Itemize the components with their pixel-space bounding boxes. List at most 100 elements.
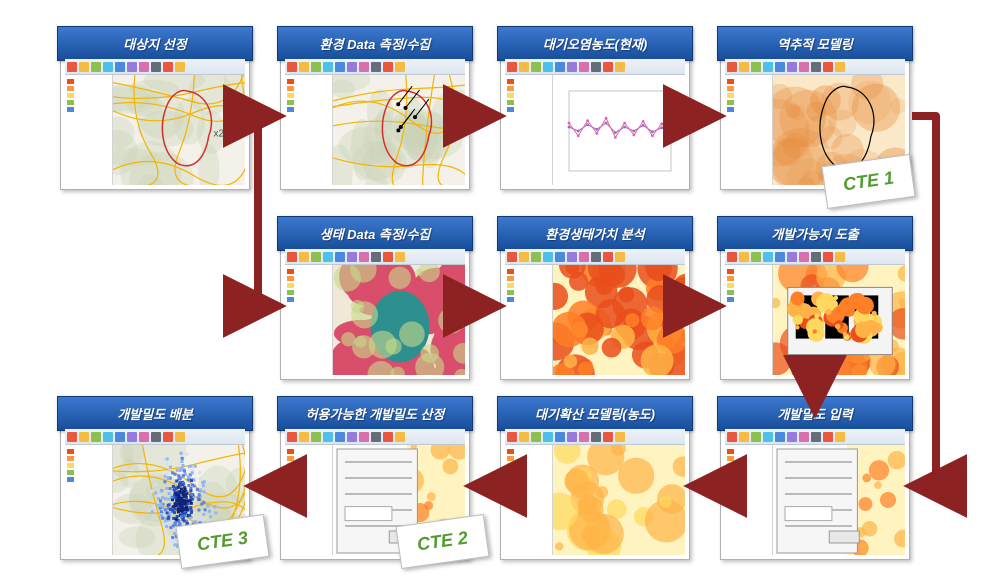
- toolbar-icon[interactable]: [335, 62, 345, 72]
- toolbar-icon[interactable]: [519, 62, 529, 72]
- toolbar-icon[interactable]: [531, 62, 541, 72]
- toolbar-icon[interactable]: [127, 62, 137, 72]
- toolbar-icon[interactable]: [603, 62, 613, 72]
- toolbar-icon[interactable]: [579, 62, 589, 72]
- map-viewport[interactable]: [553, 445, 685, 555]
- toolbar-icon[interactable]: [151, 432, 161, 442]
- toolbar-icon[interactable]: [151, 62, 161, 72]
- toolbar-icon[interactable]: [507, 432, 517, 442]
- map-viewport[interactable]: x2: [113, 75, 245, 185]
- toolbar-icon[interactable]: [787, 252, 797, 262]
- toolbar-icon[interactable]: [775, 432, 785, 442]
- map-viewport[interactable]: [333, 265, 465, 375]
- toolbar-icon[interactable]: [359, 62, 369, 72]
- toolbar-icon[interactable]: [115, 62, 125, 72]
- toolbar-icon[interactable]: [531, 432, 541, 442]
- toolbar-icon[interactable]: [359, 432, 369, 442]
- toolbar-icon[interactable]: [739, 252, 749, 262]
- toolbar-icon[interactable]: [811, 62, 821, 72]
- toolbar-icon[interactable]: [775, 62, 785, 72]
- toolbar-icon[interactable]: [835, 62, 845, 72]
- toolbar-icon[interactable]: [835, 432, 845, 442]
- toolbar-icon[interactable]: [567, 62, 577, 72]
- toolbar-icon[interactable]: [811, 252, 821, 262]
- toolbar-icon[interactable]: [383, 432, 393, 442]
- toolbar-icon[interactable]: [395, 252, 405, 262]
- toolbar-icon[interactable]: [139, 432, 149, 442]
- map-viewport[interactable]: [773, 265, 905, 375]
- toolbar-icon[interactable]: [799, 62, 809, 72]
- toolbar-icon[interactable]: [543, 432, 553, 442]
- toolbar-icon[interactable]: [507, 62, 517, 72]
- toolbar-icon[interactable]: [287, 252, 297, 262]
- toolbar-icon[interactable]: [347, 252, 357, 262]
- toolbar-icon[interactable]: [591, 252, 601, 262]
- toolbar-icon[interactable]: [139, 62, 149, 72]
- toolbar-icon[interactable]: [811, 432, 821, 442]
- toolbar-icon[interactable]: [835, 252, 845, 262]
- toolbar-icon[interactable]: [615, 252, 625, 262]
- toolbar-icon[interactable]: [323, 252, 333, 262]
- toolbar-icon[interactable]: [823, 252, 833, 262]
- toolbar-icon[interactable]: [555, 432, 565, 442]
- toolbar-icon[interactable]: [335, 432, 345, 442]
- toolbar-icon[interactable]: [163, 432, 173, 442]
- map-viewport[interactable]: [333, 75, 465, 185]
- toolbar-icon[interactable]: [287, 62, 297, 72]
- toolbar-icon[interactable]: [359, 252, 369, 262]
- toolbar-icon[interactable]: [787, 432, 797, 442]
- map-viewport[interactable]: [553, 265, 685, 375]
- toolbar-icon[interactable]: [323, 432, 333, 442]
- toolbar-icon[interactable]: [79, 432, 89, 442]
- toolbar-icon[interactable]: [507, 252, 517, 262]
- toolbar-icon[interactable]: [299, 432, 309, 442]
- toolbar-icon[interactable]: [519, 432, 529, 442]
- toolbar-icon[interactable]: [67, 432, 77, 442]
- toolbar-icon[interactable]: [591, 432, 601, 442]
- map-viewport[interactable]: [773, 445, 905, 555]
- toolbar-icon[interactable]: [287, 432, 297, 442]
- toolbar-icon[interactable]: [751, 252, 761, 262]
- toolbar-icon[interactable]: [383, 252, 393, 262]
- toolbar-icon[interactable]: [763, 432, 773, 442]
- toolbar-icon[interactable]: [823, 432, 833, 442]
- toolbar-icon[interactable]: [175, 432, 185, 442]
- toolbar-icon[interactable]: [615, 62, 625, 72]
- toolbar-icon[interactable]: [799, 252, 809, 262]
- toolbar-icon[interactable]: [603, 432, 613, 442]
- toolbar-icon[interactable]: [103, 432, 113, 442]
- toolbar-icon[interactable]: [371, 62, 381, 72]
- toolbar-icon[interactable]: [567, 252, 577, 262]
- toolbar-icon[interactable]: [299, 252, 309, 262]
- toolbar-icon[interactable]: [395, 62, 405, 72]
- toolbar-icon[interactable]: [739, 432, 749, 442]
- map-viewport[interactable]: [553, 75, 685, 185]
- toolbar-icon[interactable]: [727, 252, 737, 262]
- toolbar-icon[interactable]: [739, 62, 749, 72]
- toolbar-icon[interactable]: [531, 252, 541, 262]
- toolbar-icon[interactable]: [91, 432, 101, 442]
- toolbar-icon[interactable]: [311, 432, 321, 442]
- toolbar-icon[interactable]: [347, 432, 357, 442]
- toolbar-icon[interactable]: [763, 62, 773, 72]
- toolbar-icon[interactable]: [555, 252, 565, 262]
- toolbar-icon[interactable]: [615, 432, 625, 442]
- toolbar-icon[interactable]: [175, 62, 185, 72]
- toolbar-icon[interactable]: [751, 432, 761, 442]
- toolbar-icon[interactable]: [543, 252, 553, 262]
- toolbar-icon[interactable]: [67, 62, 77, 72]
- toolbar-icon[interactable]: [163, 62, 173, 72]
- toolbar-icon[interactable]: [383, 62, 393, 72]
- toolbar-icon[interactable]: [579, 432, 589, 442]
- toolbar-icon[interactable]: [727, 62, 737, 72]
- toolbar-icon[interactable]: [591, 62, 601, 72]
- toolbar-icon[interactable]: [371, 432, 381, 442]
- toolbar-icon[interactable]: [103, 62, 113, 72]
- toolbar-icon[interactable]: [347, 62, 357, 72]
- toolbar-icon[interactable]: [751, 62, 761, 72]
- toolbar-icon[interactable]: [519, 252, 529, 262]
- toolbar-icon[interactable]: [311, 62, 321, 72]
- toolbar-icon[interactable]: [543, 62, 553, 72]
- toolbar-icon[interactable]: [127, 432, 137, 442]
- toolbar-icon[interactable]: [115, 432, 125, 442]
